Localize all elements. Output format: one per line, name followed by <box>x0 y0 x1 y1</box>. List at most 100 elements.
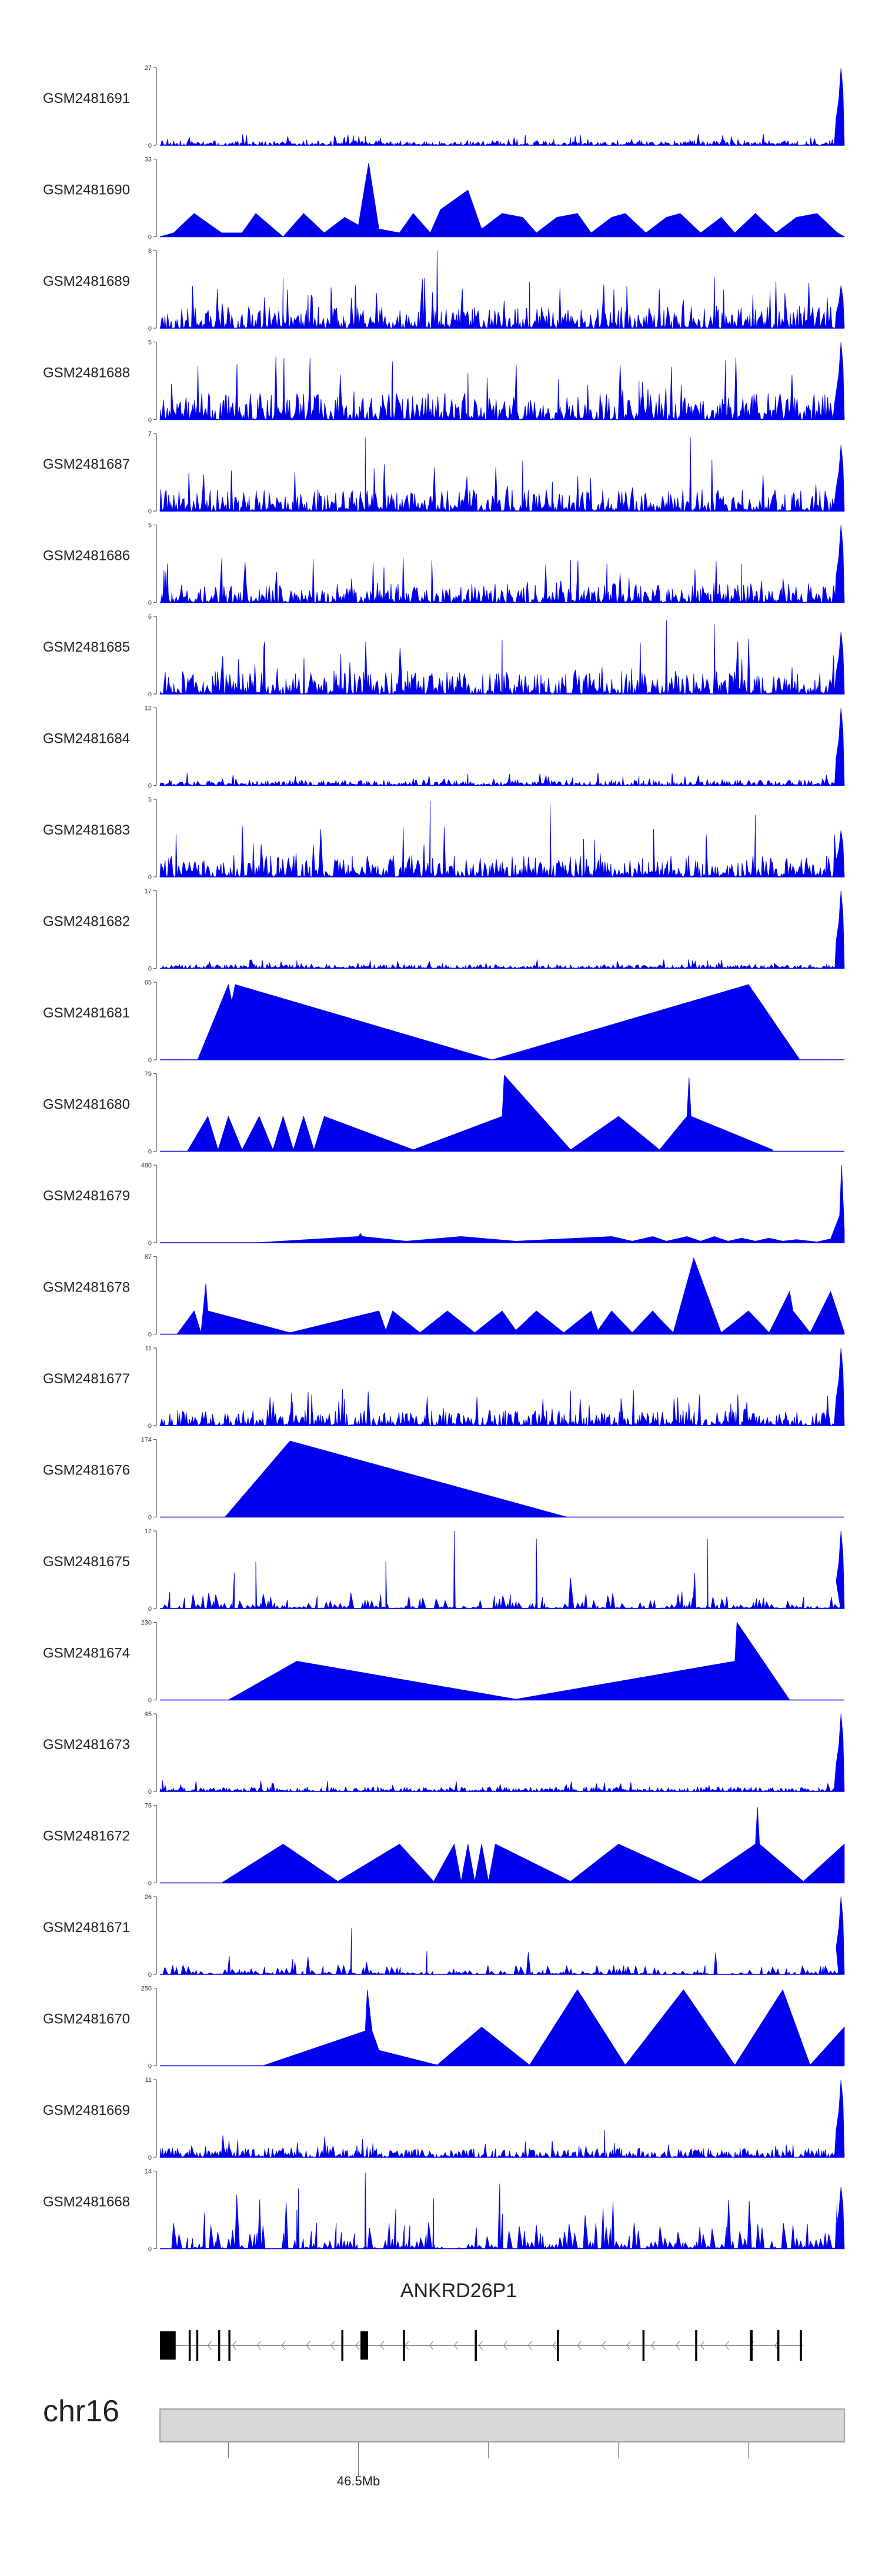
coverage-area <box>255 1164 845 1243</box>
y-max-label: 250 <box>141 1986 152 1993</box>
coverage-area <box>176 1257 845 1334</box>
coverage-area <box>159 708 845 786</box>
y-min-label: 0 <box>148 234 152 241</box>
track-label: GSM2481672 <box>43 1828 130 1844</box>
y-min-label: 0 <box>148 1880 152 1887</box>
strand-arrow <box>429 2341 434 2350</box>
track-label: GSM2481689 <box>43 273 130 289</box>
y-min-label: 0 <box>148 783 152 790</box>
y-max-label: 87 <box>145 1254 152 1261</box>
y-min-label: 0 <box>148 1606 152 1613</box>
track-label: GSM2481686 <box>43 548 130 564</box>
y-min-label: 0 <box>148 1788 152 1796</box>
gene-exon <box>403 2330 405 2361</box>
gene-exon <box>218 2330 220 2361</box>
track-GSM2481686: GSM2481686 5 0 <box>43 522 845 607</box>
strand-arrow <box>503 2341 507 2350</box>
y-min-label: 0 <box>148 600 152 607</box>
track-GSM2481678: GSM2481678 87 0 <box>43 1254 845 1339</box>
chromosome-band <box>159 2408 845 2442</box>
coverage-area <box>159 2173 845 2250</box>
coverage-area <box>159 1347 845 1427</box>
coverage-area <box>220 1807 845 1883</box>
strand-arrow <box>330 2341 335 2350</box>
coverage-area <box>159 1530 845 1609</box>
gene-exon <box>750 2330 753 2361</box>
chromosome-label: chr16 <box>43 2394 119 2428</box>
track-label: GSM2481669 <box>43 2103 130 2118</box>
coverage-area <box>227 1621 790 1700</box>
y-max-label: 45 <box>145 1711 152 1718</box>
y-max-label: 12 <box>145 705 152 712</box>
track-GSM2481676: GSM2481676 174 0 <box>43 1437 844 1521</box>
track-label: GSM2481679 <box>43 1188 130 1204</box>
y-max-label: 11 <box>145 2077 152 2084</box>
y-max-label: 17 <box>145 888 152 895</box>
track-GSM2481687: GSM2481687 7 0 <box>43 431 845 515</box>
coverage-area <box>159 163 846 238</box>
track-label: GSM2481680 <box>43 1097 130 1113</box>
gene-exon <box>800 2330 802 2361</box>
y-min-label: 0 <box>148 2246 152 2253</box>
track-GSM2481683: GSM2481683 5 0 <box>43 796 845 881</box>
strand-arrow <box>527 2341 532 2350</box>
coverage-area <box>160 890 845 970</box>
coverage-area <box>186 1075 773 1152</box>
y-max-label: 11 <box>145 1345 152 1352</box>
gene-exon <box>777 2330 780 2361</box>
track-GSM2481668: GSM2481668 14 0 <box>43 2168 845 2253</box>
y-max-label: 33 <box>145 156 152 163</box>
track-label: GSM2481685 <box>43 639 130 655</box>
strand-arrow <box>281 2341 286 2350</box>
gene-exon <box>188 2330 191 2361</box>
strand-arrow <box>675 2341 680 2350</box>
y-max-label: 76 <box>145 1803 152 1810</box>
y-min-label: 0 <box>148 966 152 973</box>
track-label: GSM2481691 <box>43 91 130 106</box>
coverage-area <box>159 1713 845 1793</box>
track-GSM2481677: GSM2481677 11 0 <box>43 1345 845 1430</box>
coverage-area <box>159 1896 845 1975</box>
track-label: GSM2481676 <box>43 1463 130 1479</box>
coverage-area <box>159 67 845 146</box>
y-max-label: 26 <box>145 1894 152 1901</box>
y-min-label: 0 <box>148 417 152 424</box>
coverage-area <box>159 800 845 878</box>
track-GSM2481681: GSM2481681 65 0 <box>43 979 844 1064</box>
track-label: GSM2481674 <box>43 1646 130 1661</box>
track-GSM2481691: GSM2481691 27 0 <box>43 65 845 149</box>
y-min-label: 0 <box>148 1697 152 1704</box>
y-max-label: 5 <box>148 796 152 803</box>
strand-arrow <box>650 2341 656 2350</box>
gene-exon <box>160 2331 176 2360</box>
strand-arrow <box>232 2341 236 2350</box>
y-max-label: 480 <box>141 1162 152 1169</box>
coverage-area <box>159 250 845 329</box>
y-max-label: 5 <box>148 522 152 529</box>
track-label: GSM2481684 <box>43 731 130 747</box>
track-label: GSM2481671 <box>43 1920 130 1936</box>
y-min-label: 0 <box>148 1149 152 1156</box>
strand-arrow <box>602 2341 606 2350</box>
y-min-label: 0 <box>148 1423 152 1430</box>
track-label: GSM2481668 <box>43 2194 130 2210</box>
track-label: GSM2481675 <box>43 1554 130 1570</box>
strand-arrow <box>552 2341 557 2350</box>
gene-exon <box>341 2330 343 2361</box>
track-GSM2481674: GSM2481674 230 0 <box>43 1620 844 1704</box>
y-min-label: 0 <box>148 1514 152 1521</box>
y-max-label: 230 <box>141 1620 152 1627</box>
coverage-area <box>159 2079 845 2158</box>
track-label: GSM2481683 <box>43 822 130 838</box>
strand-arrow <box>207 2341 212 2350</box>
y-max-label: 7 <box>148 431 152 438</box>
gene-exon <box>557 2330 559 2361</box>
y-max-label: 5 <box>148 339 152 346</box>
y-max-label: 174 <box>141 1437 152 1444</box>
gene-exon <box>642 2330 645 2361</box>
y-min-label: 0 <box>148 142 152 149</box>
track-GSM2481672: GSM2481672 76 0 <box>43 1803 845 1887</box>
track-GSM2481685: GSM2481685 6 0 <box>43 613 845 698</box>
track-GSM2481675: GSM2481675 12 0 <box>43 1528 845 1613</box>
y-min-label: 0 <box>148 508 152 515</box>
